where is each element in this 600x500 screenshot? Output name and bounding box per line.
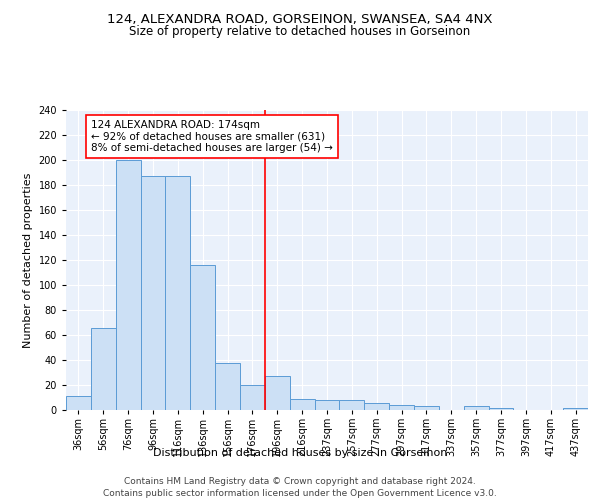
Text: Contains HM Land Registry data © Crown copyright and database right 2024.: Contains HM Land Registry data © Crown c… xyxy=(124,478,476,486)
Bar xyxy=(66,396,91,410)
Text: 124, ALEXANDRA ROAD, GORSEINON, SWANSEA, SA4 4NX: 124, ALEXANDRA ROAD, GORSEINON, SWANSEA,… xyxy=(107,12,493,26)
Bar xyxy=(340,400,364,410)
Bar xyxy=(240,385,265,410)
Bar xyxy=(464,406,488,410)
Bar xyxy=(488,408,514,410)
Bar xyxy=(140,176,166,410)
Bar xyxy=(265,376,290,410)
Text: Distribution of detached houses by size in Gorseinon: Distribution of detached houses by size … xyxy=(153,448,447,458)
Text: Contains public sector information licensed under the Open Government Licence v3: Contains public sector information licen… xyxy=(103,489,497,498)
Bar xyxy=(116,160,140,410)
Bar xyxy=(166,176,190,410)
Bar xyxy=(563,408,588,410)
Bar xyxy=(215,362,240,410)
Bar xyxy=(290,399,314,410)
Text: 124 ALEXANDRA ROAD: 174sqm
← 92% of detached houses are smaller (631)
8% of semi: 124 ALEXANDRA ROAD: 174sqm ← 92% of deta… xyxy=(91,120,333,153)
Bar xyxy=(314,400,340,410)
Bar xyxy=(91,328,116,410)
Bar xyxy=(364,402,389,410)
Bar xyxy=(414,406,439,410)
Bar xyxy=(389,405,414,410)
Y-axis label: Number of detached properties: Number of detached properties xyxy=(23,172,33,348)
Text: Size of property relative to detached houses in Gorseinon: Size of property relative to detached ho… xyxy=(130,25,470,38)
Bar xyxy=(190,265,215,410)
